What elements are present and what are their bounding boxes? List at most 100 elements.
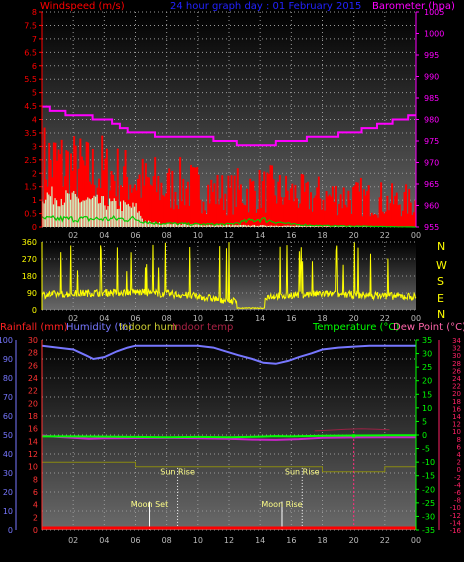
wind-speed-bar: [220, 225, 221, 227]
dewpoint-tick-label: 14: [452, 413, 461, 421]
wind-speed-bar: [294, 226, 295, 227]
dewpoint-tick-label: -4: [454, 481, 462, 489]
humidity-tick-label: 40: [3, 450, 13, 459]
wind-speed-bar: [349, 226, 350, 227]
temperature-tick-label: 30: [422, 350, 432, 359]
rainfall-tick-label: 20: [28, 399, 38, 408]
wind-x-tick-label: 16: [286, 231, 296, 240]
wind-speed-bar: [45, 200, 46, 227]
dewpoint-tick-label: 30: [452, 352, 461, 360]
wind-speed-bar: [76, 197, 77, 227]
wind-speed-bar: [195, 225, 196, 227]
weather-x-tick-label: 16: [286, 536, 296, 545]
dewpoint-tick-label: 16: [452, 405, 461, 413]
wind-speed-bar: [187, 225, 188, 227]
wind-speed-bar: [64, 203, 65, 227]
windspeed-tick-label: 7.5: [24, 21, 37, 30]
wind-speed-bar: [123, 200, 124, 227]
wind-speed-bar: [266, 226, 267, 227]
wind-speed-bar: [207, 225, 208, 227]
dewpoint-tick-label: -12: [450, 512, 461, 520]
wind-speed-bar: [271, 226, 272, 227]
windspeed-tick-label: 6.5: [24, 48, 37, 57]
wind-speed-bar: [67, 193, 68, 227]
humidity-tick-label: 100: [0, 336, 13, 345]
wind-speed-bar: [179, 224, 180, 227]
rainfall-tick-label: 26: [28, 361, 38, 370]
wind-speed-bar: [268, 226, 269, 227]
wind-speed-bar: [100, 203, 101, 227]
temperature-tick-label: 15: [422, 390, 432, 399]
windspeed-tick-label: 0: [32, 223, 37, 232]
humidity-tick-label: 10: [3, 507, 13, 516]
wind-speed-bar: [121, 211, 122, 227]
rainfall-tick-label: 24: [28, 374, 38, 383]
wind-speed-bar: [128, 204, 129, 227]
wind-x-tick-label: 14: [255, 231, 265, 240]
wind-speed-bar: [238, 225, 239, 227]
wind-speed-bar: [265, 226, 266, 227]
direction-x-tick-label: 06: [130, 314, 140, 323]
wind-speed-bar: [324, 226, 325, 227]
wind-speed-bar: [51, 186, 52, 227]
wind-speed-bar: [280, 226, 281, 227]
rainfall-tick-label: 10: [28, 463, 38, 472]
dewpoint-tick-label: -2: [454, 474, 461, 482]
moonset-label: Moon Set: [131, 500, 168, 509]
wind-speed-bar: [97, 195, 98, 227]
wind-speed-bar: [70, 200, 71, 227]
wind-speed-bar: [47, 193, 48, 227]
temperature-tick-label: 0: [422, 431, 427, 440]
wind-speed-bar: [81, 202, 82, 227]
wind-speed-bar: [58, 206, 59, 227]
wind-speed-bar: [98, 203, 99, 227]
compass-label-w: W: [436, 259, 447, 272]
direction-x-tick-label: 00: [411, 314, 421, 323]
dewpoint-tick-label: 18: [452, 398, 461, 406]
wind-speed-bar: [48, 195, 49, 227]
wind-speed-bar: [79, 202, 80, 227]
wind-speed-bar: [165, 224, 166, 227]
direction-tick-label: 360: [22, 238, 37, 247]
weather-x-tick-label: 04: [99, 536, 109, 545]
wind-speed-bar: [87, 197, 88, 227]
windspeed-tick-label: 4.5: [24, 102, 37, 111]
rainfall-tick-label: 18: [28, 412, 38, 421]
wind-speed-bar: [209, 225, 210, 227]
dewpoint-tick-label: -16: [450, 527, 462, 535]
dewpoint-tick-label: 22: [452, 383, 461, 391]
wind-x-tick-label: 12: [224, 231, 234, 240]
wind-speed-bar: [62, 205, 63, 227]
wind-speed-bar: [84, 201, 85, 227]
wind-speed-bar: [327, 226, 328, 227]
wind-speed-bar: [243, 225, 244, 227]
wind-speed-bar: [65, 190, 66, 227]
wind-speed-bar: [232, 225, 233, 227]
direction-x-tick-label: 04: [99, 314, 109, 323]
wind-speed-bar: [68, 194, 69, 227]
wind-speed-bar: [136, 203, 137, 227]
direction-x-tick-label: 14: [255, 314, 265, 323]
wind-speed-bar: [237, 225, 238, 227]
wind-speed-bar: [255, 226, 256, 227]
wind-speed-bar: [181, 225, 182, 227]
rainfall-tick-label: 16: [28, 425, 38, 434]
humidity-tick-label: 50: [3, 431, 13, 440]
wind-speed-bar: [259, 226, 260, 227]
wind-speed-bar: [156, 224, 157, 227]
wind-speed-bar: [290, 226, 291, 227]
wind-speed-bar: [198, 225, 199, 227]
temperature-peak-marker: [352, 434, 355, 437]
wind-speed-bar: [270, 226, 271, 227]
windspeed-tick-label: 3: [32, 142, 37, 151]
temperature-tick-label: -10: [422, 458, 435, 467]
wind-speed-bar: [277, 226, 278, 227]
sunrise-label: Sun Rise: [160, 467, 195, 476]
wind-speed-bar: [298, 226, 299, 227]
sunrise-label: Sun Rise: [285, 467, 320, 476]
barometer-tick-label: 975: [424, 137, 439, 146]
dewpoint-tick-label: 4: [457, 451, 462, 459]
wind-speed-bar: [254, 225, 255, 227]
dewpoint-tick-label: -14: [450, 519, 462, 527]
dewpoint-tick-label: 20: [452, 390, 461, 398]
